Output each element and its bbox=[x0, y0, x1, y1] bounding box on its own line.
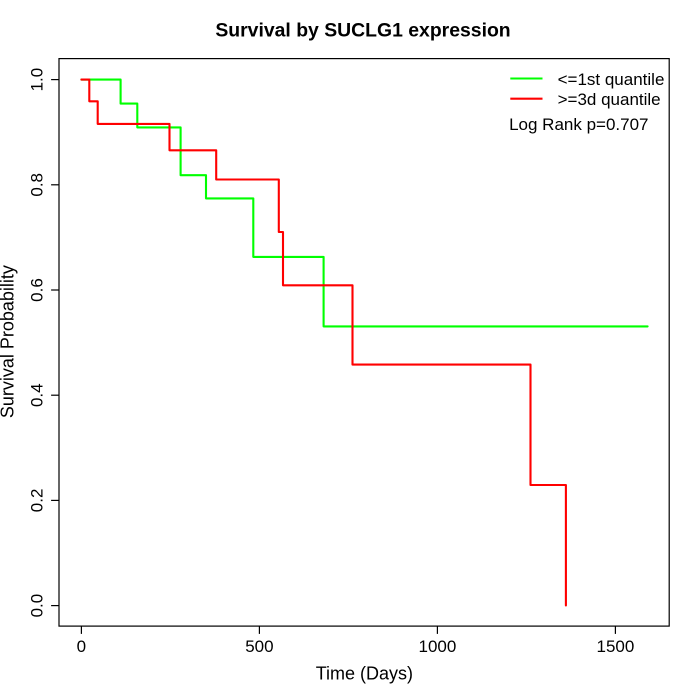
svg-text:0.8: 0.8 bbox=[27, 173, 46, 197]
svg-text:Survival by SUCLG1 expression: Survival by SUCLG1 expression bbox=[215, 20, 510, 42]
svg-text:0: 0 bbox=[77, 637, 86, 656]
svg-text:1000: 1000 bbox=[418, 637, 456, 656]
svg-text:Log Rank p=0.707: Log Rank p=0.707 bbox=[509, 115, 648, 134]
svg-text:>=3d quantile: >=3d quantile bbox=[558, 90, 661, 109]
svg-text:0.6: 0.6 bbox=[27, 278, 46, 302]
svg-text:1500: 1500 bbox=[596, 637, 634, 656]
svg-text:0.4: 0.4 bbox=[27, 383, 46, 407]
svg-text:1.0: 1.0 bbox=[27, 68, 46, 92]
svg-text:<=1st quantile: <=1st quantile bbox=[558, 70, 665, 89]
svg-text:Survival Probability: Survival Probability bbox=[0, 265, 18, 418]
svg-text:Time (Days): Time (Days) bbox=[316, 664, 413, 684]
svg-text:0.0: 0.0 bbox=[27, 594, 46, 618]
svg-text:0.2: 0.2 bbox=[27, 489, 46, 513]
svg-text:500: 500 bbox=[245, 637, 273, 656]
